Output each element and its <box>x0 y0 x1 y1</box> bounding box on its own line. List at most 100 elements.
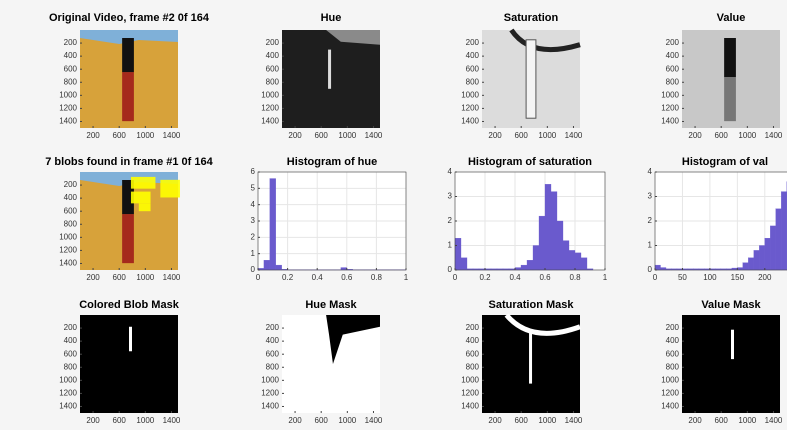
panel-title: Saturation Mask <box>489 299 575 311</box>
panel: Colored Blob Mask 200 600 1000 1400 200 400 600… <box>59 299 181 425</box>
blob-box <box>130 176 156 189</box>
x-tick-label: 1000 <box>136 131 154 140</box>
y-tick-label: 1 <box>251 249 256 258</box>
histogram-bar <box>532 245 540 271</box>
y-tick-label: 4 <box>251 200 256 209</box>
x-tick-label: 1400 <box>163 131 181 140</box>
panel: Hue 200 600 1000 1400 200 400 600 800 1000 1200 140… <box>261 12 383 140</box>
panel-title: Original Video, frame #2 0f 164 <box>49 12 210 24</box>
x-tick-label: 1400 <box>765 131 783 140</box>
y-tick-label: 1000 <box>661 375 679 384</box>
y-tick-label: 800 <box>666 77 680 86</box>
x-tick-label: 0 <box>453 273 458 282</box>
x-tick-label: 0.6 <box>341 273 353 282</box>
y-tick-label: 1000 <box>59 90 77 99</box>
y-tick-label: 2 <box>648 216 653 225</box>
image-streak <box>529 329 533 384</box>
x-tick-label: 1000 <box>338 416 356 425</box>
histogram-bar <box>748 257 754 271</box>
panel-title: Colored Blob Mask <box>79 299 180 311</box>
x-tick-label: 600 <box>113 416 127 425</box>
x-tick-label: 600 <box>113 273 127 282</box>
histogram-bar <box>538 215 546 271</box>
y-tick-label: 1000 <box>261 90 279 99</box>
x-tick-label: 0.6 <box>539 273 551 282</box>
histogram-bar <box>520 264 528 271</box>
image-tube <box>122 180 134 215</box>
y-tick-label: 4 <box>648 167 653 176</box>
x-tick-label: 1000 <box>738 131 756 140</box>
panel-title: Histogram of hue <box>287 156 377 168</box>
x-tick-label: 1400 <box>765 416 783 425</box>
image-tube <box>525 39 537 119</box>
histogram-bar <box>580 257 588 271</box>
y-tick-label: 5 <box>251 183 256 192</box>
x-tick-label: 600 <box>113 131 127 140</box>
y-tick-label: 600 <box>266 349 280 358</box>
y-tick-label: 6 <box>251 167 256 176</box>
panel: Histogram of saturation 0 0.2 0.4 0.6 0.8 1 0 1 2… <box>448 156 608 282</box>
y-tick-label: 600 <box>666 349 680 358</box>
x-tick-label: 1400 <box>565 416 583 425</box>
image-liquid <box>724 77 736 122</box>
y-tick-label: 3 <box>448 192 453 201</box>
y-tick-label: 1000 <box>461 375 479 384</box>
histogram-bar <box>562 240 570 271</box>
y-tick-label: 1400 <box>661 402 679 411</box>
histogram-bar <box>454 237 462 271</box>
y-tick-label: 0 <box>251 265 256 274</box>
y-tick-label: 600 <box>266 64 280 73</box>
y-tick-label: 600 <box>466 64 480 73</box>
panel-title: Value Mask <box>701 299 761 311</box>
histogram-bar <box>514 267 522 271</box>
y-tick-label: 200 <box>266 323 280 332</box>
histogram-bar <box>269 178 276 271</box>
y-tick-label: 200 <box>64 38 78 47</box>
blob-box <box>160 179 180 198</box>
y-tick-label: 1200 <box>59 104 77 113</box>
x-tick-label: 200 <box>86 131 100 140</box>
y-tick-label: 1 <box>448 241 453 250</box>
histogram-bar <box>660 267 667 271</box>
histogram-bar <box>742 262 749 271</box>
blob-box <box>130 191 151 204</box>
image-tube <box>724 38 736 78</box>
y-tick-label: 1400 <box>461 117 479 126</box>
y-tick-label: 400 <box>666 51 680 60</box>
panel-title: Histogram of saturation <box>468 156 592 168</box>
y-tick-label: 800 <box>266 362 280 371</box>
x-tick-label: 1 <box>603 273 608 282</box>
histogram-bar <box>737 267 743 271</box>
x-tick-label: 1000 <box>538 416 556 425</box>
panel-title: Histogram of val <box>682 156 768 168</box>
y-tick-label: 800 <box>64 77 78 86</box>
y-tick-label: 200 <box>666 323 680 332</box>
y-tick-label: 0 <box>648 265 653 274</box>
y-tick-label: 800 <box>64 362 78 371</box>
x-tick-label: 0 <box>256 273 261 282</box>
y-tick-label: 400 <box>466 336 480 345</box>
y-tick-label: 1400 <box>661 117 679 126</box>
y-tick-label: 200 <box>64 323 78 332</box>
y-tick-label: 1000 <box>261 375 279 384</box>
panel: Histogram of hue 0 0.2 0.4 0.6 0.8 1 0 1 2 3 4 5 6 <box>251 156 409 282</box>
y-tick-label: 400 <box>466 51 480 60</box>
image-region <box>326 315 380 364</box>
histogram-bar <box>275 264 282 271</box>
x-tick-label: 150 <box>731 273 745 282</box>
y-tick-label: 1000 <box>461 90 479 99</box>
y-tick-label: 400 <box>666 336 680 345</box>
y-tick-label: 200 <box>466 323 480 332</box>
x-tick-label: 600 <box>715 416 729 425</box>
histogram-bar <box>556 220 564 271</box>
x-tick-label: 50 <box>678 273 687 282</box>
panel: 7 blobs found in frame #1 0f 164 200 600 10… <box>45 156 213 282</box>
x-tick-label: 1000 <box>738 416 756 425</box>
x-tick-label: 200 <box>758 273 772 282</box>
image-tube <box>122 38 134 73</box>
x-tick-label: 1 <box>404 273 409 282</box>
x-tick-label: 0.8 <box>371 273 383 282</box>
y-tick-label: 1000 <box>59 375 77 384</box>
x-tick-label: 0 <box>653 273 658 282</box>
